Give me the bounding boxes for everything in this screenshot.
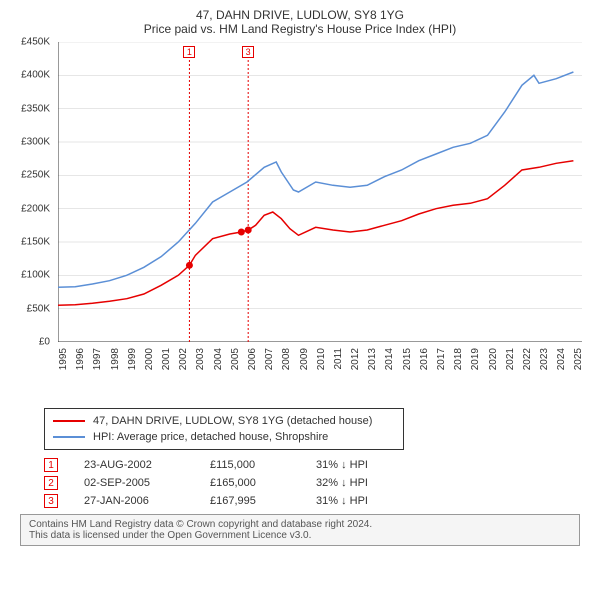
x-tick-label: 1995: [58, 348, 69, 370]
x-tick-label: 2001: [161, 348, 172, 370]
legend-swatch: [53, 436, 85, 438]
y-tick-label: £350K: [21, 103, 50, 114]
y-tick-label: £250K: [21, 170, 50, 181]
price-marker-1: 1: [183, 46, 195, 58]
y-tick-label: £0: [39, 337, 50, 348]
price-date: 23-AUG-2002: [84, 459, 184, 471]
x-tick-label: 2010: [316, 348, 327, 370]
x-tick-label: 2019: [470, 348, 481, 370]
y-tick-label: £300K: [21, 137, 50, 148]
plot-area: 13: [58, 42, 582, 342]
price-hpi-diff: 31% ↓ HPI: [316, 459, 406, 471]
price-date: 02-SEP-2005: [84, 477, 184, 489]
x-axis-labels: 1995 1996 1997 1998 1999 2000 2001 2002 2003 2004…: [58, 344, 582, 394]
y-axis-labels: £0£50K£100K£150K£200K£250K£300K£350K£400…: [10, 42, 54, 342]
price-table: 1 23-AUG-2002 £115,000 31% ↓ HPI 2 02-SEP-200…: [44, 458, 590, 508]
x-tick-label: 1998: [110, 348, 121, 370]
price-marker-box: 3: [44, 494, 58, 508]
x-tick-label: 1999: [127, 348, 138, 370]
x-tick-label: 2024: [556, 348, 567, 370]
x-tick-label: 1996: [75, 348, 86, 370]
price-row: 2 02-SEP-2005 £165,000 32% ↓ HPI: [44, 476, 590, 490]
x-tick-label: 2023: [539, 348, 550, 370]
y-tick-label: £50K: [27, 303, 50, 314]
x-tick-label: 2013: [367, 348, 378, 370]
price-value: £167,995: [210, 495, 290, 507]
x-tick-label: 2004: [213, 348, 224, 370]
x-tick-label: 2020: [488, 348, 499, 370]
x-tick-label: 2012: [350, 348, 361, 370]
chart-subtitle: Price paid vs. HM Land Registry's House …: [10, 22, 590, 36]
x-tick-label: 2025: [573, 348, 584, 370]
x-tick-label: 2021: [505, 348, 516, 370]
y-tick-label: £400K: [21, 70, 50, 81]
x-tick-label: 2005: [230, 348, 241, 370]
attribution-footer: Contains HM Land Registry data © Crown c…: [20, 514, 580, 546]
x-tick-label: 2022: [522, 348, 533, 370]
legend-item: HPI: Average price, detached house, Shro…: [53, 429, 395, 445]
x-tick-label: 2003: [195, 348, 206, 370]
legend-label: HPI: Average price, detached house, Shro…: [93, 429, 328, 445]
price-hpi-diff: 32% ↓ HPI: [316, 477, 406, 489]
x-tick-label: 2014: [384, 348, 395, 370]
x-tick-label: 2007: [264, 348, 275, 370]
x-tick-label: 2011: [333, 348, 344, 370]
price-value: £165,000: [210, 477, 290, 489]
y-tick-label: £150K: [21, 237, 50, 248]
legend-swatch: [53, 420, 85, 422]
footer-line-1: Contains HM Land Registry data © Crown c…: [29, 519, 571, 530]
price-row: 3 27-JAN-2006 £167,995 31% ↓ HPI: [44, 494, 590, 508]
y-tick-label: £200K: [21, 203, 50, 214]
price-row: 1 23-AUG-2002 £115,000 31% ↓ HPI: [44, 458, 590, 472]
x-tick-label: 2016: [419, 348, 430, 370]
x-tick-label: 2002: [178, 348, 189, 370]
x-tick-label: 2000: [144, 348, 155, 370]
price-date: 27-JAN-2006: [84, 495, 184, 507]
price-marker-box: 1: [44, 458, 58, 472]
x-tick-label: 2009: [299, 348, 310, 370]
x-tick-label: 1997: [92, 348, 103, 370]
legend-item: 47, DAHN DRIVE, LUDLOW, SY8 1YG (detache…: [53, 413, 395, 429]
legend-label: 47, DAHN DRIVE, LUDLOW, SY8 1YG (detache…: [93, 413, 372, 429]
price-hpi-diff: 31% ↓ HPI: [316, 495, 406, 507]
x-tick-label: 2017: [436, 348, 447, 370]
price-marker-box: 2: [44, 476, 58, 490]
y-tick-label: £450K: [21, 37, 50, 48]
x-tick-label: 2015: [402, 348, 413, 370]
footer-line-2: This data is licensed under the Open Gov…: [29, 530, 571, 541]
price-marker-3: 3: [242, 46, 254, 58]
legend: 47, DAHN DRIVE, LUDLOW, SY8 1YG (detache…: [44, 408, 404, 450]
y-tick-label: £100K: [21, 270, 50, 281]
chart-title: 47, DAHN DRIVE, LUDLOW, SY8 1YG: [10, 8, 590, 22]
x-tick-label: 2008: [281, 348, 292, 370]
x-tick-label: 2006: [247, 348, 258, 370]
chart-area: £0 £50K £100K £150K £200K £250K £300K £350K £400…: [10, 42, 590, 402]
price-value: £115,000: [210, 459, 290, 471]
x-tick-label: 2018: [453, 348, 464, 370]
